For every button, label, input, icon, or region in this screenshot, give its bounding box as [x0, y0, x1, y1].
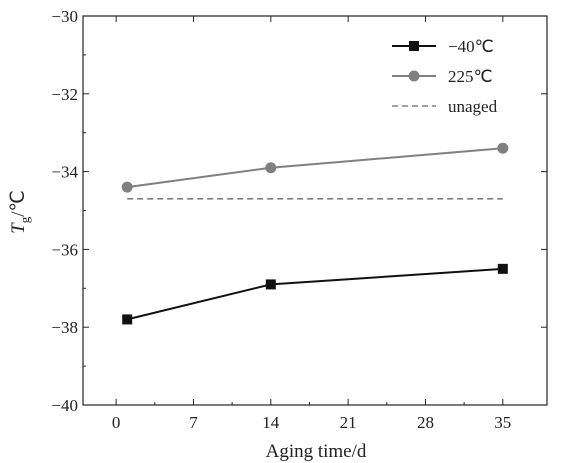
data-point-circle	[265, 162, 277, 174]
x-tick-label: 21	[340, 413, 357, 432]
x-tick-label: 14	[262, 413, 280, 432]
data-point-square	[122, 314, 133, 325]
x-tick-label: 0	[112, 413, 121, 432]
y-tick-label: −30	[51, 7, 78, 26]
legend-label: 225℃	[448, 67, 493, 86]
y-tick-label: −36	[51, 240, 78, 259]
y-axis-title-unit: /℃	[8, 190, 29, 217]
x-tick-label: 35	[494, 413, 511, 432]
legend-label: −40℃	[448, 37, 494, 56]
data-point-square	[265, 279, 276, 290]
data-point-circle	[497, 142, 509, 154]
data-point-square	[497, 263, 508, 274]
legend: −40℃ 225℃ unaged	[392, 37, 498, 116]
series-line-1	[127, 147, 503, 189]
axes: 0 7 14 21 28 35 −40 −38 −36 −34 −32 −30	[51, 7, 547, 432]
legend-marker-square	[409, 41, 419, 51]
x-axis-title: Aging time/d	[266, 441, 367, 462]
legend-label: unaged	[448, 97, 498, 116]
series-layer	[121, 142, 509, 325]
y-tick-label: −40	[51, 396, 78, 415]
y-tick-label: −38	[51, 318, 78, 337]
x-tick-label: 7	[189, 413, 198, 432]
y-axis-title-symbol: T	[8, 222, 29, 234]
x-tick-label: 28	[417, 413, 434, 432]
y-axis-title-subscript: g	[17, 216, 32, 223]
y-tick-label: −34	[51, 163, 78, 182]
series-line-0	[126, 267, 503, 321]
data-point-circle	[121, 181, 133, 193]
legend-marker-circle	[408, 70, 420, 82]
y-tick-label: −32	[51, 85, 78, 104]
y-axis-title: Tg/℃	[8, 190, 32, 234]
